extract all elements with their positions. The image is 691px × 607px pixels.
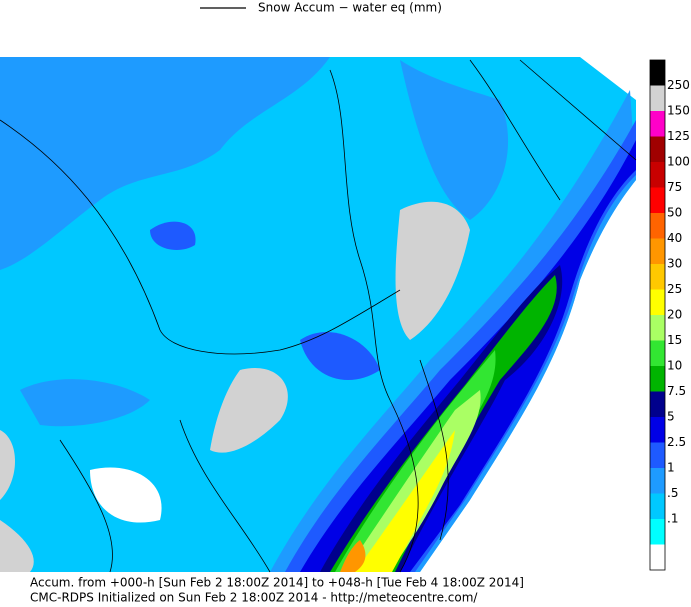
precip-area [400, 60, 509, 220]
color-swatch [650, 85, 665, 112]
colorbar-label: 2.5 [667, 435, 686, 449]
no-precip [90, 467, 162, 523]
color-swatch [650, 468, 665, 494]
colorbar-label: 250 [667, 78, 690, 92]
color-swatch [650, 111, 665, 137]
colorbar-label: 125 [667, 129, 690, 143]
borders [0, 59, 637, 573]
color-swatch [650, 519, 665, 545]
footer-line: CMC-RDPS Initialized on Sun Feb 2 18:00Z… [30, 591, 478, 605]
lake [0, 430, 15, 500]
colorbar-label: 50 [667, 206, 682, 220]
colorbar-label: 75 [667, 180, 682, 194]
color-swatch [650, 187, 665, 214]
color-swatch [650, 213, 665, 239]
color-swatch [650, 162, 665, 188]
colorbar-label: 10 [667, 359, 682, 373]
precip-band [285, 120, 636, 572]
colorbar-label: 100 [667, 155, 690, 169]
precip-area [20, 379, 150, 427]
legend-label: Snow Accum − water eq (mm) [258, 1, 442, 15]
color-swatch [650, 60, 665, 86]
color-swatch [650, 315, 665, 341]
color-swatch [650, 264, 665, 290]
color-swatch [650, 340, 665, 367]
precip-area [300, 331, 380, 380]
colorbar-label: 40 [667, 231, 682, 245]
colorbar-label: 5 [667, 410, 675, 424]
color-swatch [650, 493, 665, 520]
color-swatch [650, 289, 665, 316]
color-swatch [650, 544, 665, 571]
colorbar-label: 20 [667, 308, 682, 322]
colorbar-label: 1 [667, 461, 675, 475]
lake [0, 520, 34, 572]
color-swatch [650, 442, 665, 469]
color-swatch [650, 136, 665, 163]
lake [210, 368, 288, 453]
colorbar: 250 150 125 100 75 50 40 30 25 20 15 10 7.5 5 2.5 1 .5 .1 [649, 59, 690, 571]
colorbar-label: 25 [667, 282, 682, 296]
precip-band [340, 540, 366, 572]
colorbar-label: .5 [667, 486, 678, 500]
precip-band [345, 390, 481, 572]
colorbar-frame [649, 59, 666, 571]
color-swatch [650, 366, 665, 392]
precip-band [300, 140, 636, 572]
precip-band [335, 350, 496, 572]
colorbar-label: .1 [667, 512, 678, 526]
color-swatch [650, 417, 665, 443]
precip-band [355, 430, 455, 572]
legend-header: Snow Accum − water eq (mm) [200, 1, 442, 15]
precip-band [270, 90, 636, 572]
colorbar-label: 7.5 [667, 384, 686, 398]
map [0, 57, 637, 573]
footer-line: Accum. from +000-h [Sun Feb 2 18:00Z 201… [30, 576, 524, 590]
color-swatch [650, 238, 665, 265]
colorbar-label: 30 [667, 257, 682, 271]
colorbar-label: 15 [667, 333, 682, 347]
precip-area [0, 57, 330, 270]
lake [395, 201, 470, 340]
precip-area [150, 221, 196, 250]
colorbar-label: 150 [667, 104, 690, 118]
color-swatch [650, 391, 665, 418]
outside-domain [420, 57, 636, 572]
